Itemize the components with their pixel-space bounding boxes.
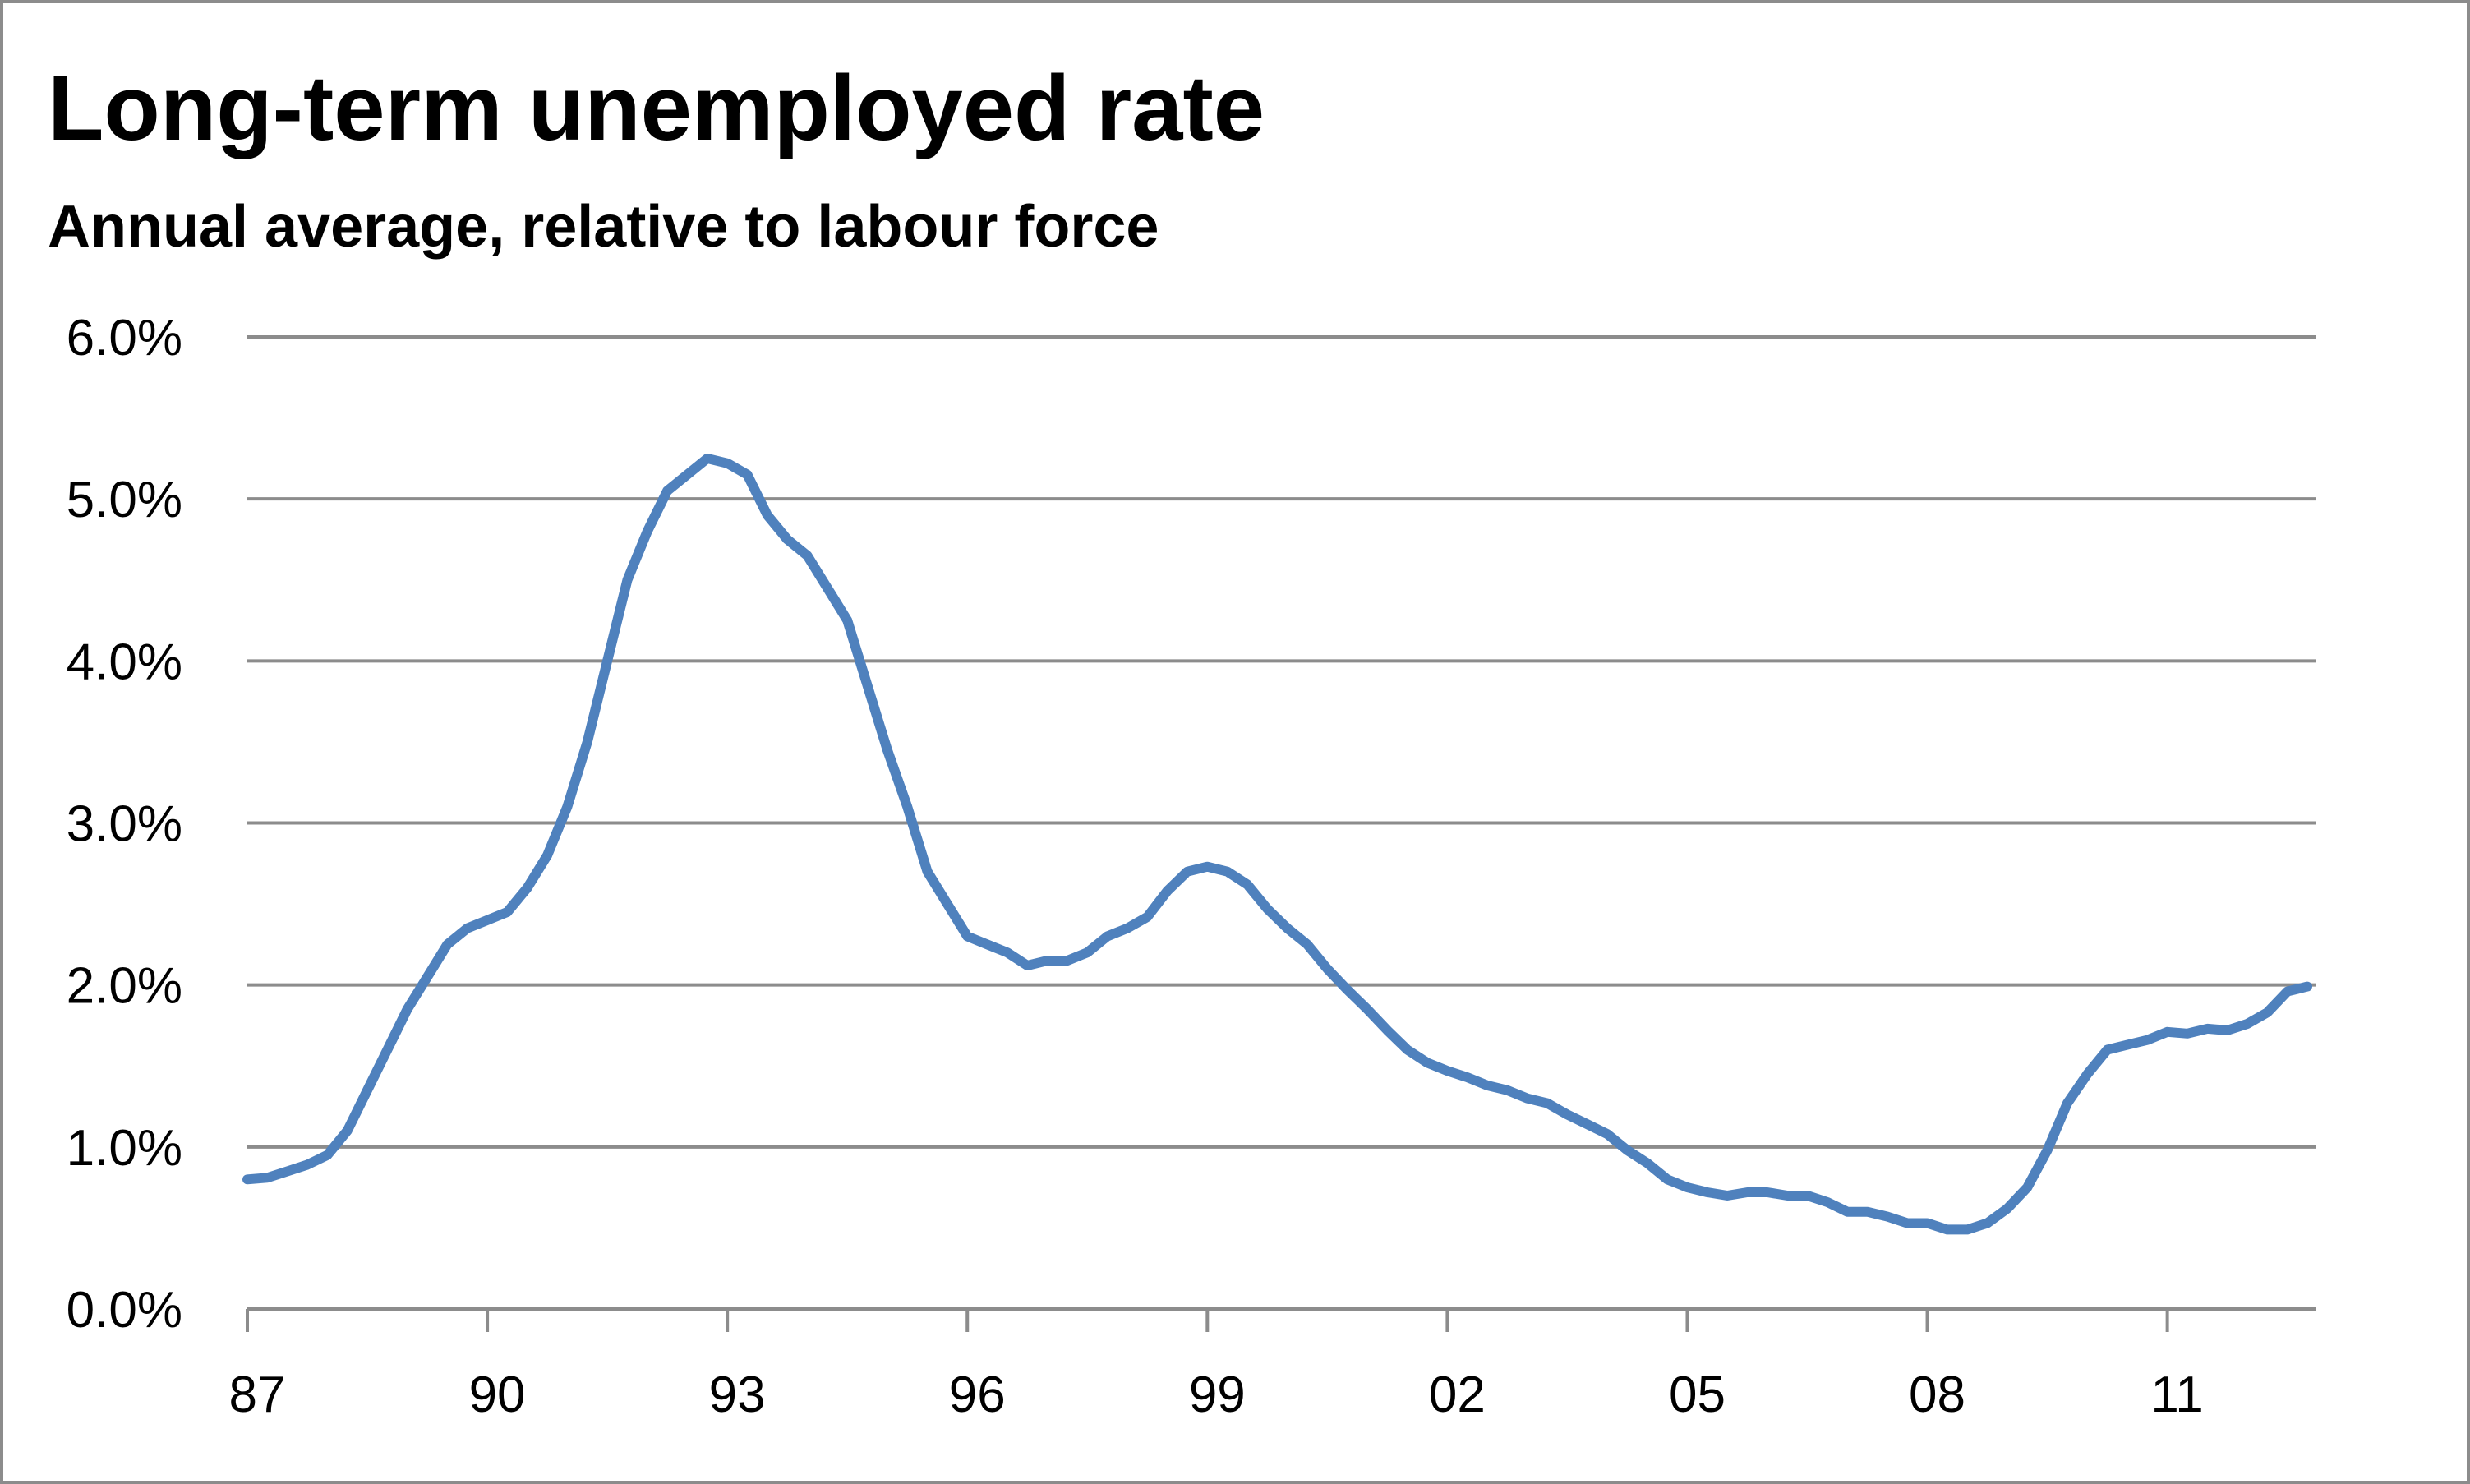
- y-tick-label: 6.0%: [67, 310, 182, 366]
- x-tick-label: 93: [709, 1366, 766, 1423]
- chart-title: Long-term unemployed rate: [48, 57, 1265, 159]
- x-tick-label: 99: [1189, 1366, 1246, 1423]
- x-tick-label: 90: [469, 1366, 526, 1423]
- chart-subtitle: Annual average, relative to labour force: [48, 194, 1159, 260]
- y-tick-label: 2.0%: [67, 958, 182, 1015]
- x-tick-label: 02: [1429, 1366, 1486, 1423]
- x-tick-label: 87: [229, 1366, 286, 1423]
- x-tick-label: 08: [1909, 1366, 1965, 1423]
- x-tick-label: 11: [2150, 1366, 2203, 1423]
- x-tick-label: 05: [1669, 1366, 1726, 1423]
- y-tick-label: 1.0%: [67, 1120, 182, 1177]
- y-tick-label: 4.0%: [67, 634, 182, 690]
- y-tick-label: 3.0%: [67, 796, 182, 853]
- x-tick-label: 96: [949, 1366, 1006, 1423]
- y-tick-label: 0.0%: [67, 1282, 182, 1339]
- line-series: [242, 453, 2312, 1235]
- y-tick-label: 5.0%: [67, 472, 182, 528]
